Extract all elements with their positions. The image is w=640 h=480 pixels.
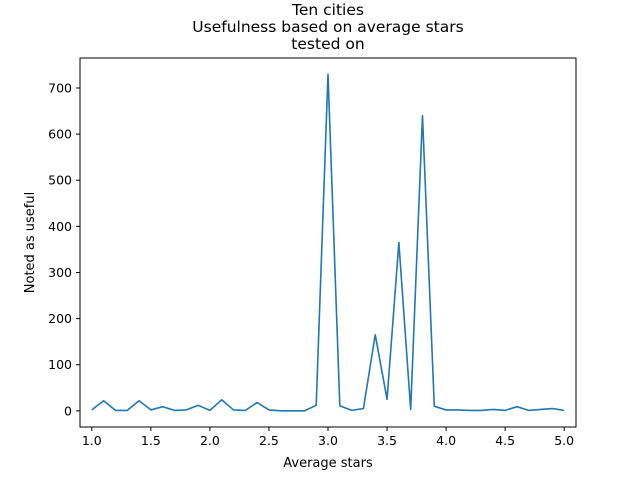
data-point xyxy=(115,410,117,412)
data-point xyxy=(197,405,199,407)
data-point xyxy=(126,410,128,412)
x-tick-label: 3.5 xyxy=(377,433,397,448)
plot-area xyxy=(91,73,565,412)
data-point xyxy=(315,405,317,407)
data-point xyxy=(445,409,447,411)
x-axis: 1.0 1.5 2.0 2.5 3.0 3.5 4.0 4.5 5.0 xyxy=(82,427,574,448)
data-point xyxy=(268,409,270,411)
y-tick-label: 700 xyxy=(48,80,72,95)
data-point xyxy=(374,334,376,336)
x-tick-label: 1.0 xyxy=(82,433,102,448)
data-point xyxy=(351,410,353,412)
data-point xyxy=(185,409,187,411)
data-point xyxy=(433,405,435,407)
y-tick-label: 0 xyxy=(64,403,72,418)
y-axis: 0 100 200 300 400 500 600 700 xyxy=(48,80,80,418)
data-point xyxy=(339,405,341,407)
data-point xyxy=(469,410,471,412)
data-point xyxy=(103,400,105,402)
data-point xyxy=(410,409,412,411)
data-point xyxy=(150,409,152,411)
data-point xyxy=(245,410,247,412)
data-point xyxy=(363,408,365,410)
plot-frame xyxy=(79,57,577,428)
data-point xyxy=(457,409,459,411)
data-point xyxy=(91,409,93,411)
y-tick-label: 200 xyxy=(48,311,72,326)
data-point xyxy=(138,400,140,402)
chart-title-line-3: tested on xyxy=(291,35,364,53)
y-axis-label: Noted as useful xyxy=(23,192,38,293)
x-tick-label: 4.0 xyxy=(436,433,456,448)
data-point xyxy=(162,406,164,408)
y-tick-label: 500 xyxy=(48,173,72,188)
y-tick-label: 300 xyxy=(48,265,72,280)
data-point xyxy=(256,402,258,404)
x-tick-label: 3.0 xyxy=(318,433,338,448)
data-point xyxy=(528,410,530,412)
chart-title: Ten cities Usefulness based on average s… xyxy=(192,1,463,53)
y-tick-label: 100 xyxy=(48,357,72,372)
chart-title-line-2: Usefulness based on average stars xyxy=(192,18,463,36)
data-point xyxy=(174,410,176,412)
data-point xyxy=(516,406,518,408)
x-tick-label: 5.0 xyxy=(554,433,574,448)
data-point xyxy=(292,410,294,412)
data-point xyxy=(209,410,211,412)
data-point xyxy=(493,409,495,411)
y-tick-label: 400 xyxy=(48,219,72,234)
x-tick-label: 2.5 xyxy=(259,433,279,448)
series-line-0 xyxy=(91,73,565,412)
data-point xyxy=(233,409,235,411)
data-point xyxy=(386,399,388,401)
x-axis-label: Average stars xyxy=(283,456,373,471)
data-point xyxy=(327,73,329,75)
data-point xyxy=(422,115,424,117)
data-point xyxy=(563,410,565,412)
chart-title-line-1: Ten cities xyxy=(291,1,364,19)
data-point xyxy=(540,409,542,411)
x-tick-label: 2.0 xyxy=(200,433,220,448)
y-tick-label: 600 xyxy=(48,127,72,142)
x-tick-label: 4.5 xyxy=(495,433,515,448)
data-point xyxy=(398,242,400,244)
data-point xyxy=(304,410,306,412)
x-tick-label: 1.5 xyxy=(141,433,161,448)
data-point xyxy=(504,410,506,412)
data-point xyxy=(552,408,554,410)
data-point xyxy=(280,410,282,412)
data-point xyxy=(481,410,483,412)
data-point xyxy=(221,399,223,401)
